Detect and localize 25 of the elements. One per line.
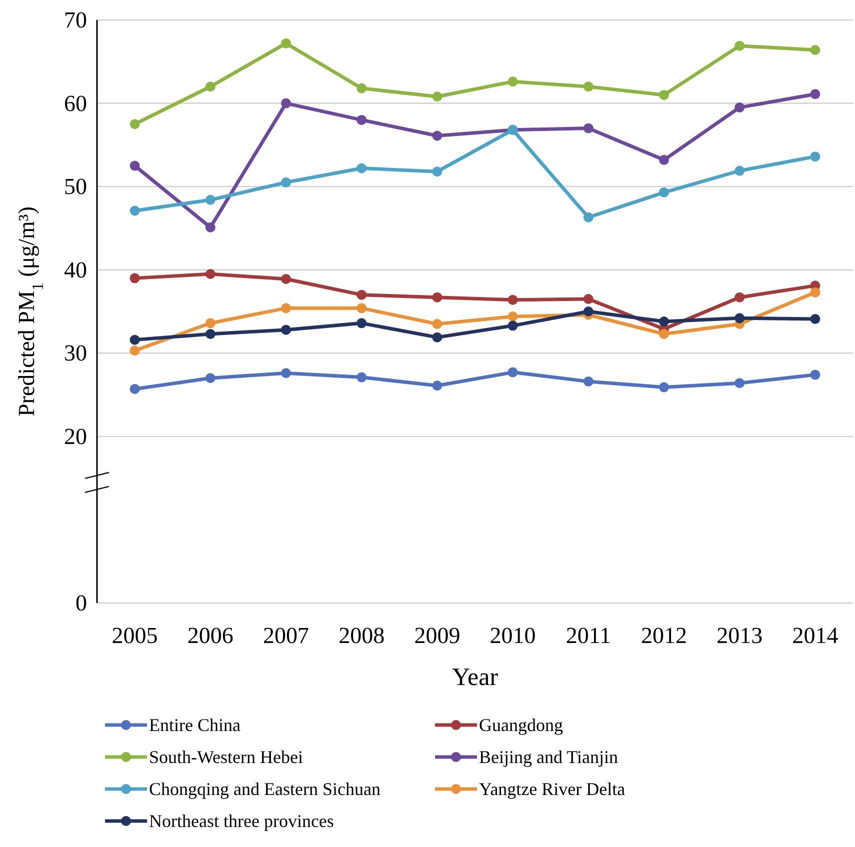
legend-label: Guangdong (479, 715, 563, 735)
y-tick-label: 60 (64, 90, 87, 116)
y-tick-label: 0 (76, 590, 87, 616)
legend-label: Chongqing and Eastern Sichuan (149, 779, 380, 799)
x-tick-label: 2005 (112, 623, 158, 648)
x-tick-label: 2009 (414, 623, 460, 648)
legend-label: Entire China (149, 715, 240, 735)
x-tick-label: 2006 (187, 623, 234, 648)
y-tick-label: 40 (64, 257, 87, 282)
legend-label: Yangtze River Delta (479, 779, 626, 799)
x-axis-title: Year (452, 664, 499, 691)
legend-label: Northeast three provinces (149, 811, 334, 831)
legend-label: Beijing and Tianjin (479, 747, 618, 767)
x-tick-label: 2012 (641, 623, 687, 648)
x-tick-label: 2013 (716, 623, 763, 648)
x-tick-label: 2007 (263, 623, 309, 648)
x-tick-label: 2011 (566, 623, 611, 648)
y-tick-label: 20 (64, 424, 87, 449)
y-tick-label: 30 (64, 340, 87, 366)
y-tick-label: 50 (64, 174, 87, 200)
x-tick-label: 2008 (338, 623, 385, 648)
legend-label: South-Western Hebei (149, 747, 304, 767)
y-tick-label: 70 (64, 8, 87, 32)
x-tick-label: 2010 (490, 623, 536, 648)
x-tick-label: 2014 (792, 623, 839, 648)
